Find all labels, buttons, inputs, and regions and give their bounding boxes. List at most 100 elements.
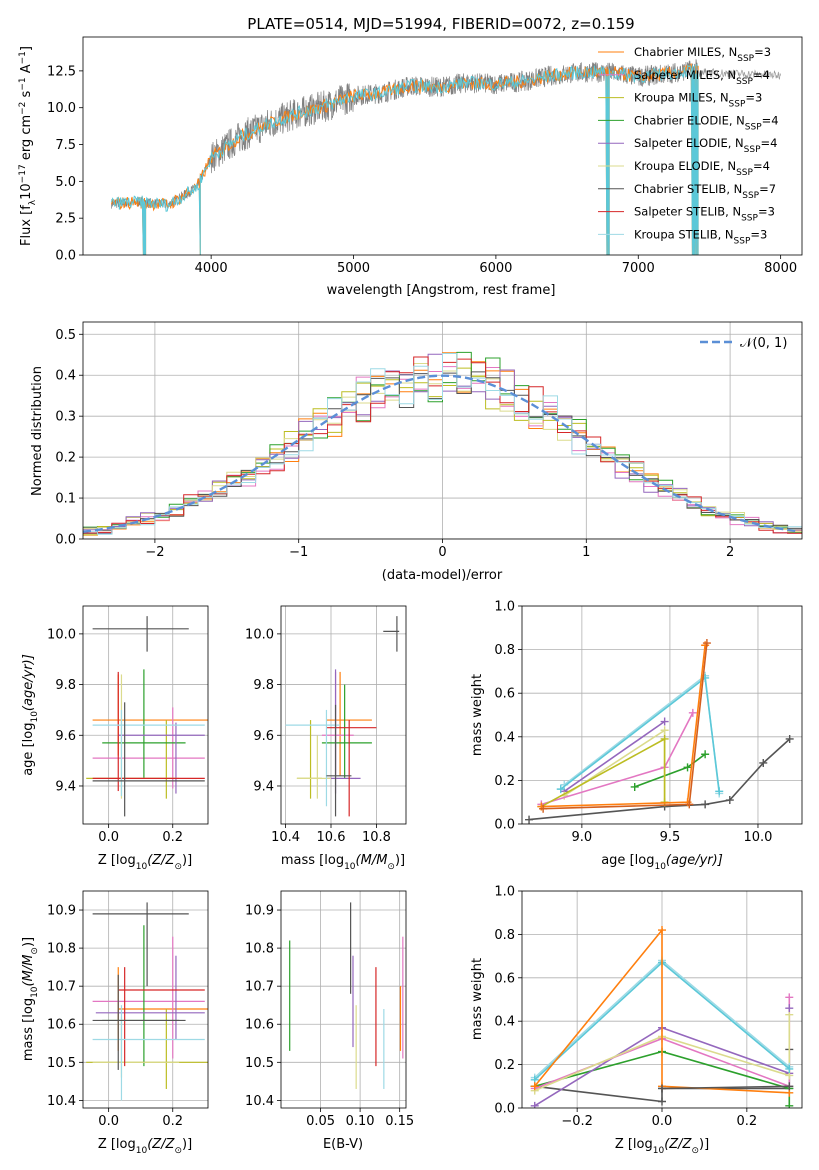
label-part: A: [19, 64, 34, 77]
label-part: Chabrier STELIB, N: [634, 182, 742, 196]
label-part: (Z/Z: [147, 1137, 175, 1152]
plot-area: [522, 606, 802, 824]
label-part: )]: [21, 937, 36, 947]
label-part: (M/M: [21, 955, 36, 987]
plot-area: [281, 606, 406, 824]
spectrum-data-line: [111, 59, 699, 209]
label-part: 10: [30, 711, 40, 723]
series-line: [534, 927, 790, 1094]
label-part: =3: [754, 45, 771, 59]
series-line: [534, 1050, 791, 1106]
y-tick-label: 10.5: [245, 1056, 274, 1071]
series-marker: [683, 763, 692, 772]
x-tick-label: 0.0: [98, 830, 119, 845]
series-marker: [688, 708, 697, 717]
x-tick-label: 0.0: [652, 1114, 673, 1129]
y-tick-label: 0.2: [494, 1058, 515, 1073]
label-part: SSP: [734, 236, 751, 246]
legend-entry: Salpeter MILES, NSSP=4: [634, 68, 770, 87]
series-marker: [785, 1082, 794, 1091]
label-part: Kroupa STELIB, N: [634, 227, 734, 241]
mass_vs_EBV-x-label: E(B-V): [323, 1137, 363, 1152]
spectrum-y-label: Flux [fλ10−17 erg cm−2 s−1 A−1]: [18, 46, 38, 246]
label-part: ⊙: [691, 1146, 699, 1156]
x-tick-label: 9.5: [660, 830, 681, 845]
plot-area: [522, 891, 802, 1108]
label-part: λ: [28, 199, 38, 205]
series-marker: [702, 639, 711, 648]
series-marker: [701, 750, 710, 759]
y-tick-label: 10.4: [47, 1094, 76, 1109]
label-part: mass [log: [281, 853, 344, 868]
axes-frame: [280, 890, 407, 1109]
y-tick-label: 12.5: [47, 64, 76, 79]
series-marker: [785, 1064, 794, 1073]
series-marker: [658, 926, 666, 935]
label-part: 10: [136, 862, 148, 872]
series-line: [534, 1014, 791, 1092]
y-tick-label: 10.5: [47, 1056, 76, 1071]
y-tick-label: 9.8: [253, 678, 274, 693]
label-part: −1: [18, 51, 28, 64]
mass_weight_vs_Z-x-label: Z [log10(Z/Z⊙)]: [615, 1137, 709, 1156]
label-part: =3: [750, 227, 767, 241]
series-marker: [660, 726, 669, 735]
series-marker: [785, 993, 794, 1002]
series-marker: [556, 785, 565, 794]
y-tick-label: 9.8: [55, 678, 76, 693]
plot-residuals: −2 −1 0 1 2 0.0 0.1 0.2 0.3 0.4 0.5: [55, 321, 803, 560]
y-tick-label: 0.3: [55, 410, 76, 425]
label-part: =3: [758, 205, 775, 219]
axes-frame: [82, 36, 803, 256]
label-part: 10: [654, 862, 666, 872]
label-part: −17: [18, 164, 28, 183]
label-part: =3: [745, 91, 762, 105]
y-tick-label: 1.0: [494, 600, 515, 615]
x-tick-label: 7000: [622, 261, 655, 276]
plot-mass_vs_EBV: 0.05 0.10 0.15 10.4 10.5 10.6 10.7 10.8 10.9: [245, 890, 414, 1129]
series-line: [528, 738, 791, 821]
label-part: =4: [762, 113, 779, 127]
label-part: Salpeter STELIB, N: [634, 205, 741, 219]
x-tick-label: 0: [438, 545, 446, 560]
plot-area: [111, 59, 781, 255]
legend-entry: Chabrier ELODIE, NSSP=4: [634, 113, 779, 132]
mass_weight_vs_Z-y-label: mass weight: [470, 958, 485, 1040]
series-marker: [725, 796, 734, 805]
y-tick-label: 0.1: [55, 492, 76, 507]
label-part: Chabrier MILES, N: [634, 45, 737, 59]
label-part: Flux [f: [19, 205, 34, 246]
y-tick-label: 0.4: [55, 369, 76, 384]
x-tick-label: −2: [145, 545, 164, 560]
label-part: ⊙: [30, 947, 40, 955]
y-tick-label: 9.4: [55, 779, 76, 794]
x-tick-label: 10.4: [271, 830, 300, 845]
series-marker: [685, 800, 694, 809]
legend-entry: Salpeter ELODIE, NSSP=4: [634, 136, 777, 155]
y-tick-label: 0.0: [494, 818, 515, 833]
label-part: SSP: [745, 122, 762, 132]
x-tick-label: 0.15: [385, 1114, 414, 1129]
label-part: −2: [18, 102, 28, 115]
y-tick-label: 0.2: [55, 451, 76, 466]
y-tick-label: 10.0: [47, 627, 76, 642]
series-marker: [785, 1004, 794, 1013]
y-tick-label: 0.5: [55, 328, 76, 343]
y-tick-label: 10.9: [245, 904, 274, 919]
series-marker: [660, 734, 669, 743]
plot-area: [83, 606, 208, 824]
label-part: SSP: [736, 77, 753, 87]
axes-frame: [82, 890, 209, 1109]
spectrum-x-label: wavelength [Angstrom, rest frame]: [327, 283, 556, 298]
label-part: SSP: [737, 54, 754, 64]
legend-entry: Kroupa MILES, NSSP=3: [634, 91, 762, 110]
y-tick-label: 10.0: [245, 627, 274, 642]
axes-frame: [82, 605, 209, 825]
label-part: =7: [759, 182, 776, 196]
label-part: (M/M: [356, 853, 388, 868]
y-tick-label: 10.6: [245, 1018, 274, 1033]
series-marker: [530, 1082, 539, 1091]
series-marker: [785, 734, 794, 743]
label-part: mass [log: [21, 998, 36, 1061]
